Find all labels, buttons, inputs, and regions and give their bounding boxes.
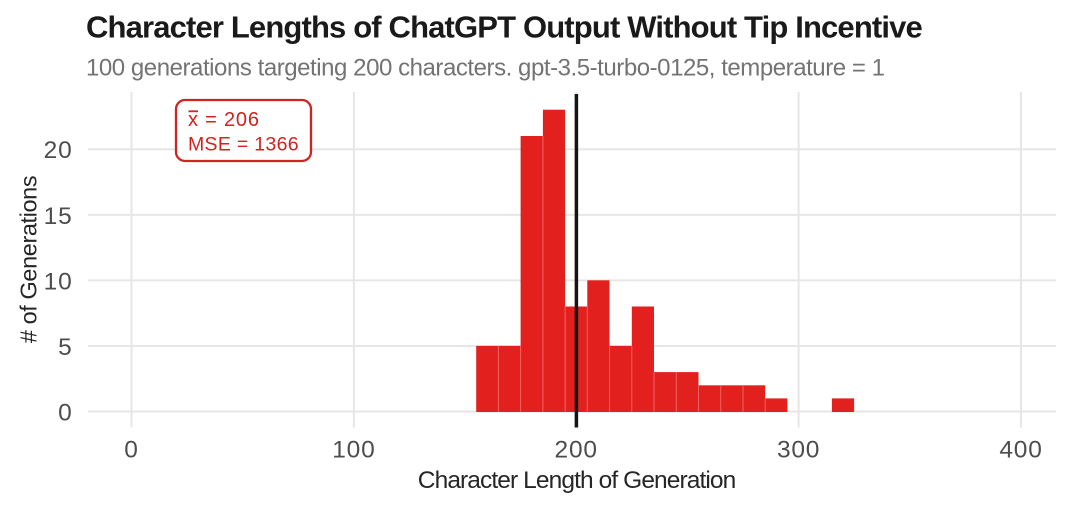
svg-text:300: 300	[777, 436, 820, 463]
svg-text:100 generations targeting 200: 100 generations targeting 200 characters…	[86, 55, 885, 82]
svg-text:10: 10	[44, 268, 73, 295]
svg-text:200: 200	[555, 436, 598, 463]
svg-text:x = 206: x = 206	[188, 109, 260, 131]
svg-text:100: 100	[332, 436, 375, 463]
svg-text:400: 400	[999, 436, 1042, 463]
svg-text:0: 0	[58, 399, 72, 426]
svg-text:5: 5	[58, 334, 72, 361]
svg-text:MSE = 1366: MSE = 1366	[188, 134, 299, 156]
svg-text:Character Lengths of ChatGPT O: Character Lengths of ChatGPT Output With…	[86, 10, 923, 45]
svg-text:20: 20	[44, 137, 73, 164]
svg-text:0: 0	[124, 436, 138, 463]
svg-text:15: 15	[44, 203, 73, 230]
svg-text:# of Generations: # of Generations	[16, 176, 42, 343]
svg-text:Character Length of Generation: Character Length of Generation	[418, 467, 736, 494]
